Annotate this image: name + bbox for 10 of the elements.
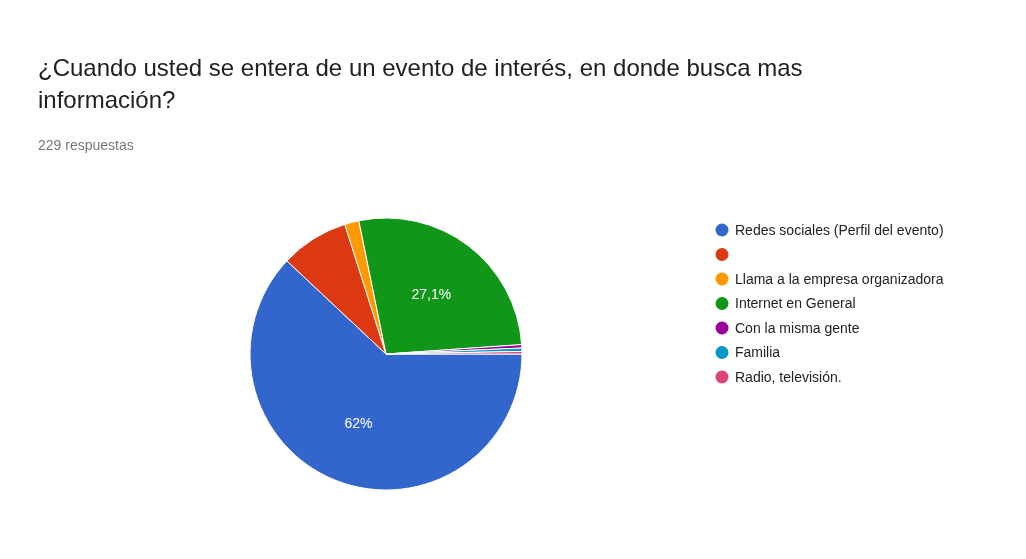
- legend-label: Familia: [735, 344, 781, 361]
- legend-label: Con la misma gente: [735, 319, 860, 336]
- legend-label: Internet en General: [735, 295, 856, 312]
- legend-label: Redes sociales (Perfil del evento): [735, 221, 944, 238]
- legend-label: Llama a la empresa organizadora: [735, 270, 944, 287]
- data-label: 27,1%: [411, 286, 452, 303]
- legend-label: Radio, televisión.: [735, 368, 842, 385]
- chart-title: ¿Cuando usted se entera de un evento de interés, en donde busca mas información?: [38, 54, 803, 113]
- text: 229 respuestas: [38, 137, 134, 153]
- data-label: 62%: [344, 415, 373, 432]
